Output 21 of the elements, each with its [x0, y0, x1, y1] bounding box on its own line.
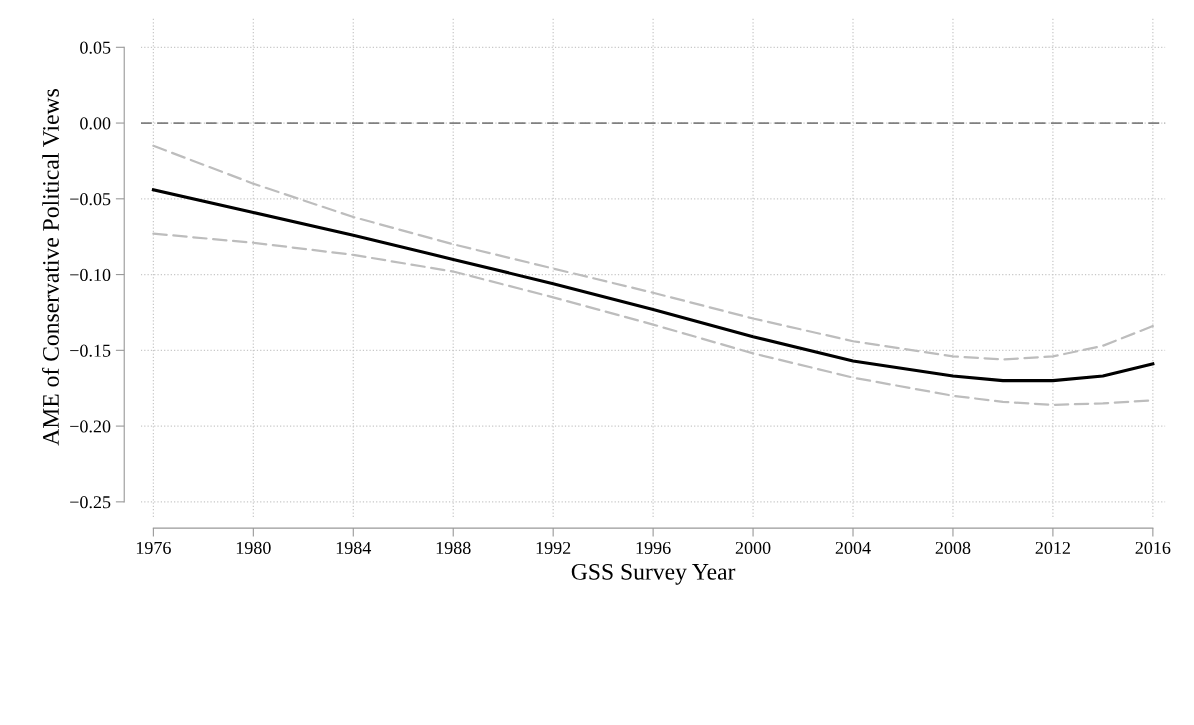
x-tick-label: 2012: [1035, 541, 1070, 555]
x-axis-title: GSS Survey Year: [571, 563, 736, 585]
x-tick-label: 2016: [1135, 541, 1171, 555]
y-tick-label: −0.20: [70, 420, 111, 433]
y-tick-label: 0.00: [80, 117, 111, 130]
x-tick-label: 1984: [336, 541, 372, 555]
y-axis-title: AME of Conservative Political Views: [42, 89, 60, 446]
x-tick-label: 2000: [735, 541, 771, 555]
x-tick-label: 2008: [935, 541, 971, 555]
x-tick-label: 1996: [636, 541, 671, 555]
x-tick-label: 1988: [436, 541, 471, 555]
x-tick-label: 1992: [536, 541, 571, 555]
y-tick-label: 0.05: [80, 41, 111, 54]
x-tick-label: 2004: [835, 541, 871, 555]
y-tick-label: −0.25: [70, 496, 111, 509]
x-tick-label: 1980: [236, 541, 271, 555]
y-tick-label: −0.15: [70, 344, 111, 357]
y-tick-label: −0.05: [70, 193, 111, 206]
y-tick-label: −0.10: [70, 268, 111, 282]
x-tick-label: 1976: [136, 541, 171, 555]
line-series: [151, 188, 1155, 383]
